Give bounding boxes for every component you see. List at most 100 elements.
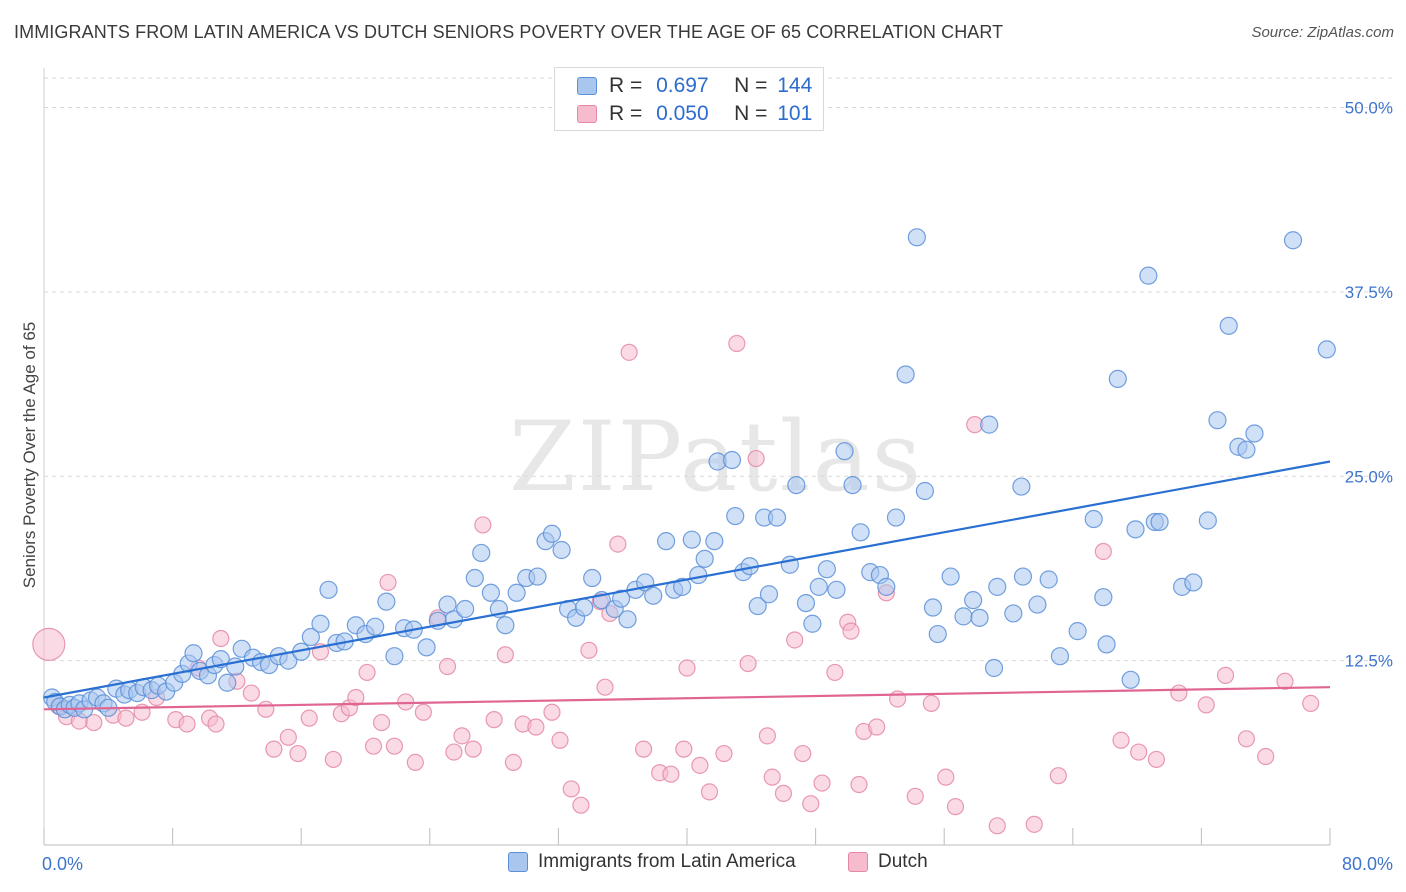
dutch-point [774,784,793,802]
latin-america-point [988,577,1007,596]
dutch-point [728,334,746,353]
dutch-point [1216,666,1235,684]
latin-america-point [1013,567,1033,586]
legend-r-value: 0.050 [656,102,709,125]
dutch-point [675,740,693,758]
dutch-point [739,654,757,673]
latin-america-point [759,585,779,604]
latin-america-point [542,524,562,543]
latin-america-point [726,506,745,526]
latin-america-point [980,415,999,434]
dutch-point [794,744,812,763]
latin-america-point [928,624,947,644]
latin-america-point [611,589,631,608]
latin-america-point [366,617,385,636]
dutch-point [85,713,103,732]
latin-america-point [657,532,676,551]
latin-america-point [1208,411,1227,430]
bottom-legend-label: Dutch [878,851,928,872]
dutch-point [1276,672,1294,690]
dutch-point [527,718,545,736]
latin-america-point [507,583,526,602]
dutch-point [464,740,482,758]
dutch-point [300,709,318,727]
dutch-point [379,573,397,592]
legend-swatch-pink [577,105,597,123]
latin-america-point [583,568,602,588]
latin-america-point [1317,340,1336,359]
latin-america-point [689,565,708,585]
dutch-point [385,737,404,755]
dutch-point [763,768,781,786]
latin-america-point [1004,604,1023,623]
latin-america-point [1084,509,1103,529]
dutch-point [678,659,696,677]
dutch-point [758,727,776,745]
latin-america-point [915,481,935,501]
latin-america-point [528,567,547,586]
dutch-point [453,727,471,745]
dutch-point [691,756,709,774]
dutch-point [1049,767,1067,785]
latin-america-point [1150,512,1169,532]
latin-america-point [809,577,828,596]
dutch-point [634,740,653,758]
dutch-point [485,711,503,729]
dutch-point [609,535,627,553]
dutch-point [364,737,383,755]
latin-america-point [1184,573,1203,592]
latin-america-point [954,607,973,626]
dutch-point [715,744,733,763]
dutch-point [620,343,638,361]
trend-line-latin-america [43,460,1331,699]
dutch-point [504,753,522,772]
dutch-point [1170,684,1188,702]
x-tick-label-max: 80.0% [1342,854,1393,874]
latin-america-point [1283,231,1303,250]
x-tick-labels: 0.0% 80.0% [42,854,1393,874]
y-tick-label: 50.0% [1345,99,1393,118]
chart-title: IMMIGRANTS FROM LATIN AMERICA VS DUTCH S… [14,22,1004,42]
latin-america-point [817,560,836,579]
latin-america-point [835,442,854,461]
latin-america-point [575,598,594,617]
dutch-point [988,817,1006,835]
latin-america-point [673,577,692,596]
legend-swatch-blue [577,77,597,95]
dutch-point [946,798,965,816]
latin-america-point [970,608,989,627]
latin-america-point [1028,595,1047,614]
latin-america-point [907,228,926,247]
dutch-point [1094,542,1112,561]
dutch-point [868,718,886,736]
dutch-point [813,774,831,792]
dutch-point [937,768,955,786]
dutch-point [372,713,391,732]
dutch-point [1130,743,1148,761]
dutch-point [1197,696,1215,714]
dutch-point [347,688,365,707]
latin-america-point [827,580,846,599]
dutch-point [1025,815,1043,833]
dutch-point [212,629,230,648]
latin-america-point [184,644,203,663]
latin-america-point [472,543,491,563]
legend-r-label: R = [609,74,643,97]
dutch-point [1147,750,1165,769]
legend-row-latin-america: R = 0.697 N = 144 [577,73,812,99]
latin-america-point [481,583,500,602]
dutch-point [117,709,135,727]
legend-row-dutch: R = 0.050 N = 101 [577,101,812,127]
dutch-point [1237,730,1256,748]
latin-america-point [984,658,1004,678]
latin-america-point [1094,588,1113,607]
y-tick-label: 12.5% [1345,652,1393,671]
legend-n-label: N = [734,74,768,97]
latin-america-point [1121,670,1140,689]
dutch-point [324,750,342,769]
dutch-point [445,743,463,761]
latin-america-point [941,567,960,586]
latin-america-point [552,540,571,560]
source-label: Source: ZipAtlas.com [1251,24,1394,41]
latin-america-point [377,592,396,611]
